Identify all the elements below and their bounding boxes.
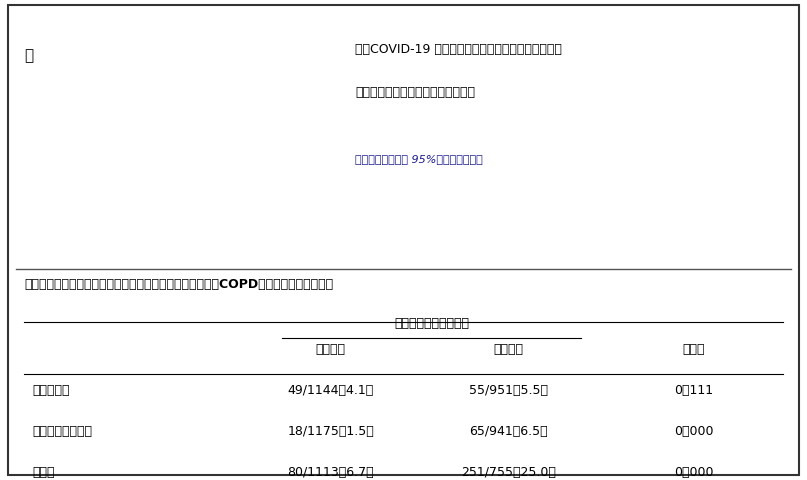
Text: 0．000: 0．000 [675,466,713,479]
Text: 慢性閉塞性肺疾患: 慢性閉塞性肺疾患 [32,425,92,438]
Text: 0．000: 0．000 [675,425,713,438]
Text: 左：COVID-19 における気管支喘息の基礎疾患保有率: 左：COVID-19 における気管支喘息の基礎疾患保有率 [355,43,562,56]
Text: 軽症患者: 軽症患者 [316,343,346,356]
Bar [111,138,166,250]
Text: 49/1144（4.1）: 49/1144（4.1） [288,384,374,397]
Text: 80/1113（6.7）: 80/1113（6.7） [287,466,374,479]
Text: 図: 図 [24,48,33,63]
Text: 251/755（25.0）: 251/755（25.0） [461,466,556,479]
Text: 保有率／有病率と 95%信頼区間を表示: 保有率／有病率と 95%信頼区間を表示 [355,154,483,164]
Text: 65/941（6.5）: 65/941（6.5） [469,425,548,438]
Text: 合併あり／なし（％）: 合併あり／なし（％） [395,317,469,330]
Text: 18/1175（1.5）: 18/1175（1.5） [287,425,374,438]
Text: 0．111: 0．111 [675,384,713,397]
Text: 気管支喘息: 気管支喘息 [32,384,69,397]
Text: 糖尿病: 糖尿病 [32,466,55,479]
Y-axis label: 気管支喘息の頻度（％）: 気管支喘息の頻度（％） [36,112,46,176]
Text: 右：当該国での気管支喘息の有病率: 右：当該国での気管支喘息の有病率 [355,86,475,99]
Text: 重症患者: 重症患者 [493,343,524,356]
Text: 表　新型コロナウイルス感染症の重症度と、気管支喘息、COPD、糖尿病の合併の相関: 表 新型コロナウイルス感染症の重症度と、気管支喘息、COPD、糖尿病の合併の相関 [24,278,333,291]
Bar [221,81,276,250]
Text: 55/951（5.5）: 55/951（5.5） [469,384,548,397]
Text: 有意差: 有意差 [683,343,705,356]
